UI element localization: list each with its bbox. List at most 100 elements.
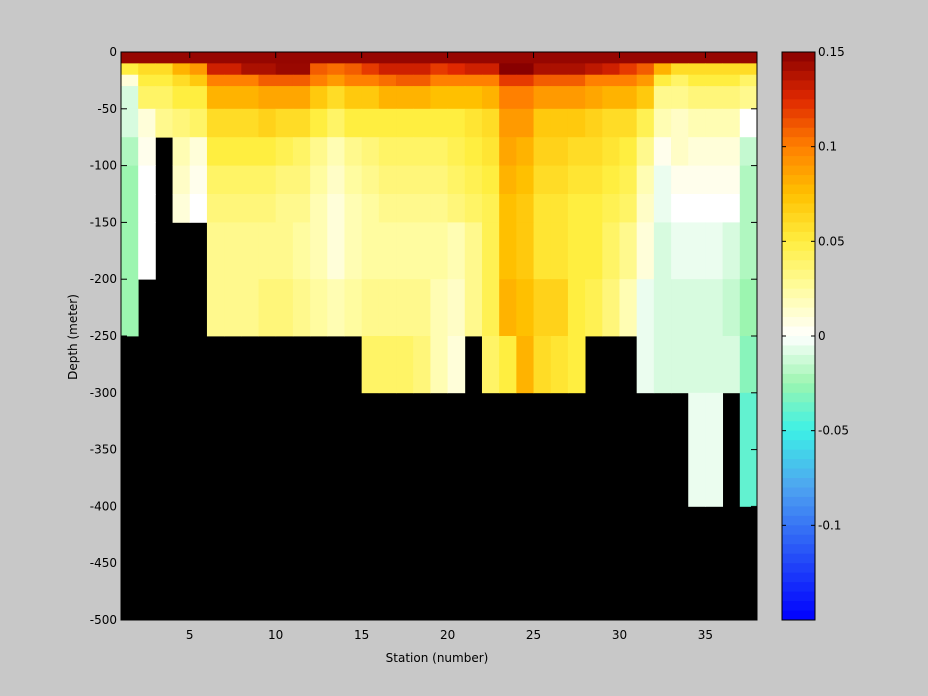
heatmap-cell [688,336,706,394]
colorbar-segment [782,89,815,100]
heatmap-cell [516,165,534,195]
heatmap-cell [567,194,586,223]
heatmap-cell [361,165,380,195]
heatmap-cell [585,86,603,110]
heatmap-cell [361,279,380,337]
heatmap-cell [292,52,311,64]
heatmap-cell [739,222,758,280]
heatmap-cell [499,165,517,195]
heatmap-cell [739,279,758,337]
heatmap-cell [481,52,500,64]
heatmap-cell [361,194,380,223]
x-axis-label: Station (number) [386,651,489,665]
heatmap-cell [172,74,191,87]
heatmap-cell [344,194,363,223]
heatmap-cell [516,279,534,337]
heatmap-cell [447,52,466,64]
heatmap-cell [653,279,672,337]
heatmap-cell [275,165,294,195]
heatmap-cell [275,194,294,223]
heatmap-cell [430,279,448,337]
heatmap-cell [121,194,139,223]
heatmap-cell [344,74,363,87]
heatmap-cell [550,86,569,110]
heatmap-cell [447,279,466,337]
heatmap-cell [241,222,259,280]
heatmap-cell [258,165,277,195]
heatmap-cell [550,52,569,64]
heatmap-cell [550,63,569,76]
heatmap-cell [705,392,724,507]
heatmap-cell [292,86,311,110]
heatmap-cell [292,222,311,280]
heatmap-cell [705,86,724,110]
heatmap-cell [602,279,620,337]
heatmap-cell [653,86,672,110]
heatmap-cell [722,222,741,280]
colorbar: 0.15 0.1 0.05 0 -0.05 -0.1 [781,45,849,621]
heatmap-cell [722,165,741,195]
heatmap-cell [739,165,758,195]
heatmap-cell [258,86,277,110]
heatmap-cell [344,63,363,76]
heatmap-cell [189,63,208,76]
heatmap-cell [224,108,242,138]
heatmap-cell [396,63,414,76]
heatmap-cell [224,137,242,166]
colorbar-segment [782,317,815,328]
heatmap-cell [567,165,586,195]
heatmap-cell [275,63,294,76]
heatmap-cell [550,222,569,280]
heatmap-cell [688,279,706,337]
colorbar-segment [782,184,815,195]
heatmap-cell [241,63,259,76]
heatmap-cell [172,52,191,64]
heatmap-cell [619,86,638,110]
heatmap-cell [396,165,414,195]
heatmap-cell [722,86,741,110]
heatmap-cell [533,52,552,64]
heatmap-cell [533,74,552,87]
heatmap-cell [464,165,483,195]
heatmap-cell [516,194,534,223]
heatmap-cell [206,222,225,280]
colorbar-segment [782,402,815,413]
heatmap-cell [189,52,208,64]
heatmap-cell [464,108,483,138]
heatmap-cell [636,279,655,337]
colorbar-segment [782,99,815,110]
heatmap-cell [602,86,620,110]
heatmap-cell [206,63,225,76]
heatmap-cell [121,63,139,76]
heatmap-cell [378,74,397,87]
heatmap-cell [241,86,259,110]
heatmap-cell [189,86,208,110]
colorbar-segment [782,194,815,204]
colorbar-segment [782,525,815,536]
heatmap-cell [206,108,225,138]
heatmap-cell [688,52,706,64]
heatmap-cell [516,86,534,110]
heatmap-cell [121,222,139,280]
heatmap-cell [344,86,363,110]
colorbar-tick-label: 0.1 [818,140,837,154]
colorbar-tick-label: 0 [818,329,826,343]
colorbar-segment [782,203,815,214]
heatmap-cell [671,194,689,223]
heatmap-cell [585,63,603,76]
heatmap-cell [585,194,603,223]
colorbar-segment [782,496,815,507]
colorbar-segment [782,108,815,119]
heatmap-cell [705,279,724,337]
colorbar-segment [782,326,815,337]
heatmap-cell [241,194,259,223]
heatmap-cell [464,279,483,337]
colorbar-segment [782,241,815,252]
colorbar-segment [782,279,815,290]
heatmap-cell [413,86,431,110]
heatmap-cell [516,137,534,166]
heatmap-cell [396,194,414,223]
heatmap-cell [292,63,311,76]
heatmap-cell [378,279,397,337]
heatmap-cell [688,74,706,87]
